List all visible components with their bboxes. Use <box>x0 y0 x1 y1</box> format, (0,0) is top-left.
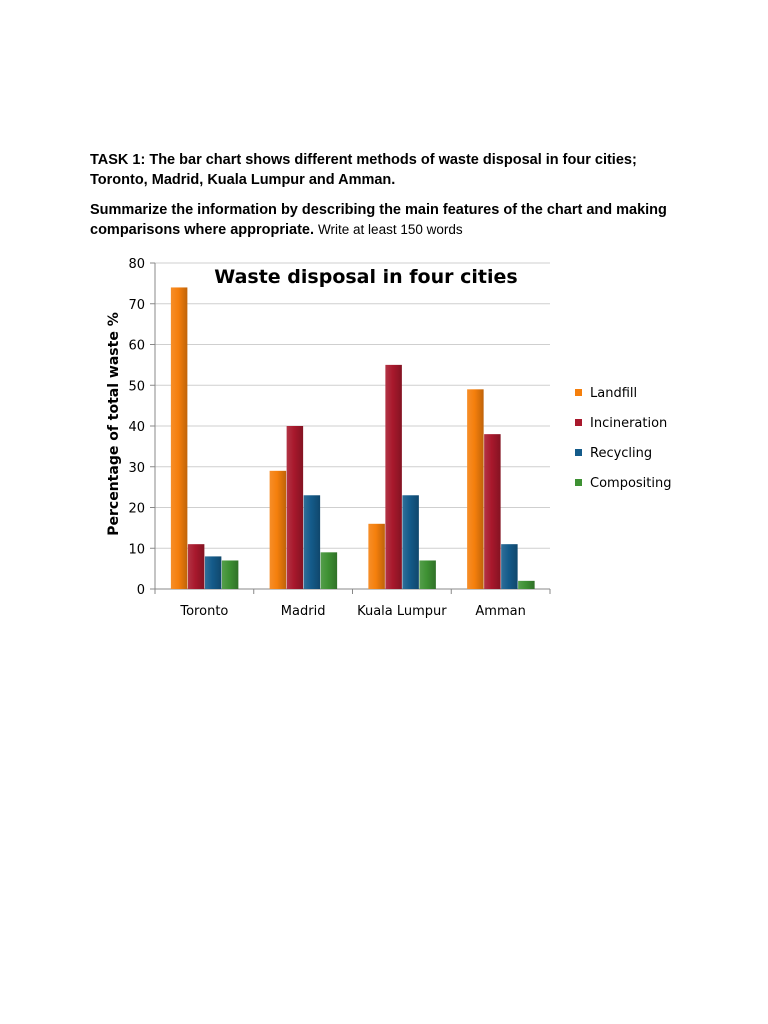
x-tick-label: Toronto <box>179 604 228 619</box>
task-word-count: Write at least 150 words <box>318 222 463 237</box>
bar-compositing-madrid <box>320 552 338 589</box>
chart-canvas: 0 10 20 30 40 50 60 70 80 Toronto Madrid Kuala Lump… <box>106 257 672 619</box>
legend-swatch-compositing <box>575 479 582 486</box>
x-tick-label: Madrid <box>281 604 326 619</box>
legend-label-recycling: Recycling <box>590 446 652 461</box>
x-tick-label: Amman <box>475 604 525 619</box>
tick-labels: 0 10 20 30 40 50 60 70 80 Toronto Madrid Kuala Lump… <box>128 257 525 619</box>
bar-landfill-kuala-lumpur <box>368 523 385 589</box>
bar-recycling-toronto <box>204 556 222 589</box>
y-tick-label: 20 <box>128 502 145 517</box>
legend-swatch-incineration <box>575 419 582 426</box>
y-tick-label: 40 <box>128 420 145 435</box>
legend-label-compositing: Compositing <box>590 476 672 491</box>
legend-label-landfill: Landfill <box>590 386 637 401</box>
bar-landfill-toronto <box>170 287 188 589</box>
bar-recycling-amman <box>501 544 518 589</box>
bar-landfill-madrid <box>269 470 287 589</box>
y-tick-label: 80 <box>128 257 145 272</box>
task-description: TASK 1: The bar chart shows different me… <box>90 152 637 188</box>
legend-swatch-landfill <box>575 389 582 396</box>
chart-title: Waste disposal in four cities <box>214 266 517 288</box>
y-tick-label: 10 <box>128 542 145 557</box>
bar-compositing-kuala-lumpur <box>419 560 436 589</box>
legend-swatch-recycling <box>575 449 582 456</box>
bar-incineration-madrid <box>286 426 304 589</box>
bar-compositing-toronto <box>221 560 239 589</box>
x-tick-label: Kuala Lumpur <box>357 604 447 619</box>
bar-compositing-amman <box>518 580 535 589</box>
bar-chart: 0 10 20 30 40 50 60 70 80 Toronto Madrid Kuala Lump… <box>100 250 700 630</box>
bar-incineration-amman <box>484 434 501 589</box>
bar-recycling-kuala-lumpur <box>402 495 419 589</box>
bar-landfill-amman <box>467 389 484 589</box>
bars <box>170 287 535 589</box>
legend-label-incineration: Incineration <box>590 416 667 431</box>
y-tick-label: 0 <box>137 583 145 598</box>
legend: Landfill Incineration Recycling Compositing <box>575 386 672 491</box>
task-instructions: TASK 1: The bar chart shows different me… <box>90 150 690 250</box>
task-prompt-bold: Summarize the information by describing … <box>90 202 667 238</box>
y-tick-label: 50 <box>128 379 145 394</box>
bar-incineration-kuala-lumpur <box>385 364 402 589</box>
bar-incineration-toronto <box>187 544 205 589</box>
y-tick-label: 30 <box>128 461 145 476</box>
y-tick-label: 60 <box>128 339 145 354</box>
y-tick-label: 70 <box>128 298 145 313</box>
task-prompt: Summarize the information by describing … <box>90 200 690 240</box>
y-axis-label: Percentage of total waste % <box>106 312 122 535</box>
bar-recycling-madrid <box>303 495 321 589</box>
